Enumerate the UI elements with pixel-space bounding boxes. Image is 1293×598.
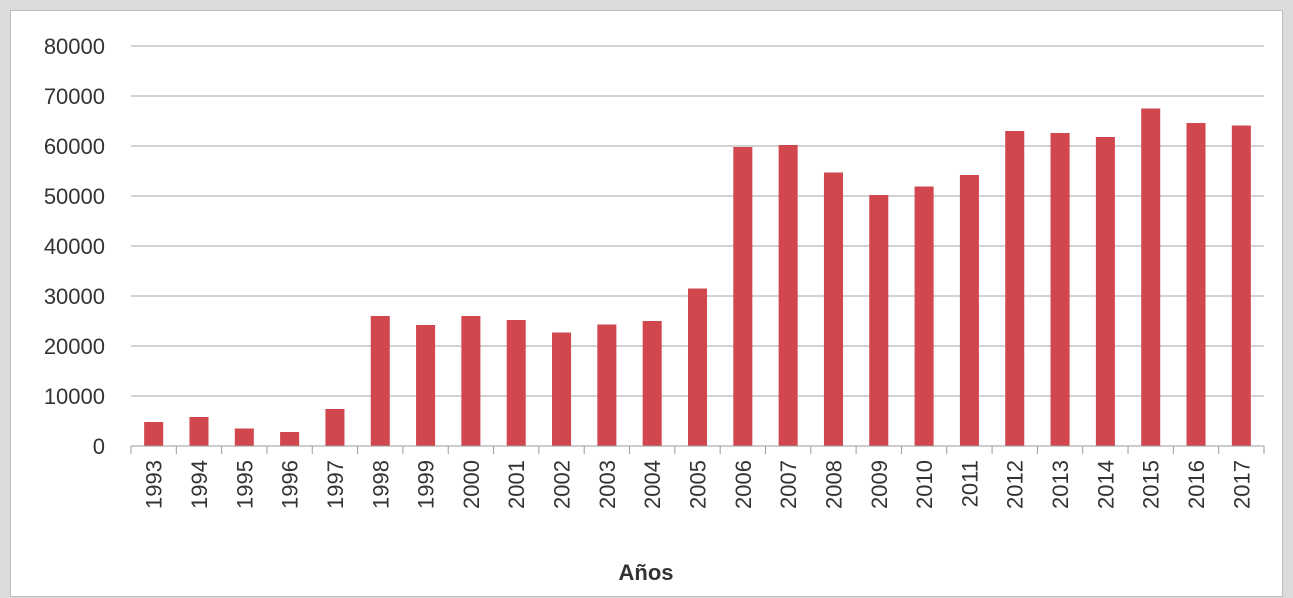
bar-1994 (189, 417, 209, 446)
x-tick-label: 2008 (821, 460, 846, 509)
bar-2011 (959, 175, 979, 446)
x-tick-label: 2014 (1093, 460, 1118, 509)
y-tick-labels: 0 10000 20000 30000 40000 50000 60000 70000 8000… (44, 34, 105, 459)
bar-1993 (144, 422, 164, 446)
x-tick-label: 2001 (504, 460, 529, 509)
bar-2009 (869, 195, 889, 446)
x-tick-label: 2011 (957, 460, 982, 507)
x-tick-label: 2012 (1003, 460, 1028, 509)
y-tick-label: 20000 (44, 334, 105, 359)
bar-2000 (461, 316, 481, 446)
bar-chart: 0 10000 20000 30000 40000 50000 60000 70000 8000… (44, 34, 1265, 585)
bar-2004 (642, 321, 662, 446)
bar-2014 (1095, 137, 1115, 446)
bar-2006 (733, 147, 753, 446)
x-tick-label: 2013 (1048, 460, 1073, 509)
x-tick-label: 1995 (232, 460, 257, 509)
bar-2010 (914, 186, 934, 446)
y-tick-label: 50000 (44, 184, 105, 209)
y-tick-label: 0 (93, 434, 105, 459)
bar-2017 (1231, 125, 1251, 446)
x-tick-label: 2000 (459, 460, 484, 509)
x-tick-label: 2006 (731, 460, 756, 509)
bar-2012 (1005, 131, 1025, 446)
bar-2016 (1186, 123, 1206, 446)
bar-1996 (280, 432, 300, 446)
x-tick-label: 1993 (142, 460, 167, 509)
x-tick-label: 2010 (912, 460, 937, 509)
x-tick-label: 2007 (776, 460, 801, 509)
bar-1998 (370, 316, 390, 446)
x-tick-label: 2015 (1139, 460, 1164, 509)
x-axis (130, 445, 1265, 454)
gridlines (131, 45, 1264, 447)
x-tick-label: 2017 (1229, 460, 1254, 509)
x-tick-label: 1998 (368, 460, 393, 509)
y-tick-label: 60000 (44, 134, 105, 159)
bar-2007 (778, 145, 798, 446)
bar-1999 (416, 325, 436, 446)
bar-2015 (1141, 108, 1161, 446)
x-tick-label: 1994 (187, 460, 212, 509)
y-tick-label: 80000 (44, 34, 105, 59)
bar-2013 (1050, 133, 1070, 446)
bar-2001 (506, 320, 526, 446)
y-tick-label: 10000 (44, 384, 105, 409)
y-tick-label: 70000 (44, 84, 105, 109)
y-tick-label: 30000 (44, 284, 105, 309)
chart-frame: 0 10000 20000 30000 40000 50000 60000 70000 8000… (10, 10, 1283, 597)
x-tick-label: 1999 (414, 460, 439, 509)
bars (144, 108, 1251, 446)
y-tick-label: 40000 (44, 234, 105, 259)
bar-2003 (597, 324, 617, 446)
bar-2002 (552, 332, 572, 446)
x-tick-label: 2005 (686, 460, 711, 509)
x-tick-label: 2016 (1184, 460, 1209, 509)
x-tick-label: 2004 (640, 460, 665, 509)
x-tick-label: 1996 (278, 460, 303, 509)
x-tick-label: 2009 (867, 460, 892, 509)
bar-2005 (687, 288, 708, 446)
x-tick-label: 2002 (550, 460, 575, 509)
x-tick-label: 2003 (595, 460, 620, 509)
x-tick-labels: 1993 1994 1995 1996 1997 1998 1999 2000 2001 2002… (142, 460, 1255, 509)
bar-1997 (325, 409, 345, 446)
x-axis-label: Años (619, 560, 674, 585)
x-tick-label: 1997 (323, 460, 348, 509)
bar-1995 (234, 428, 254, 446)
bar-2008 (823, 172, 843, 446)
